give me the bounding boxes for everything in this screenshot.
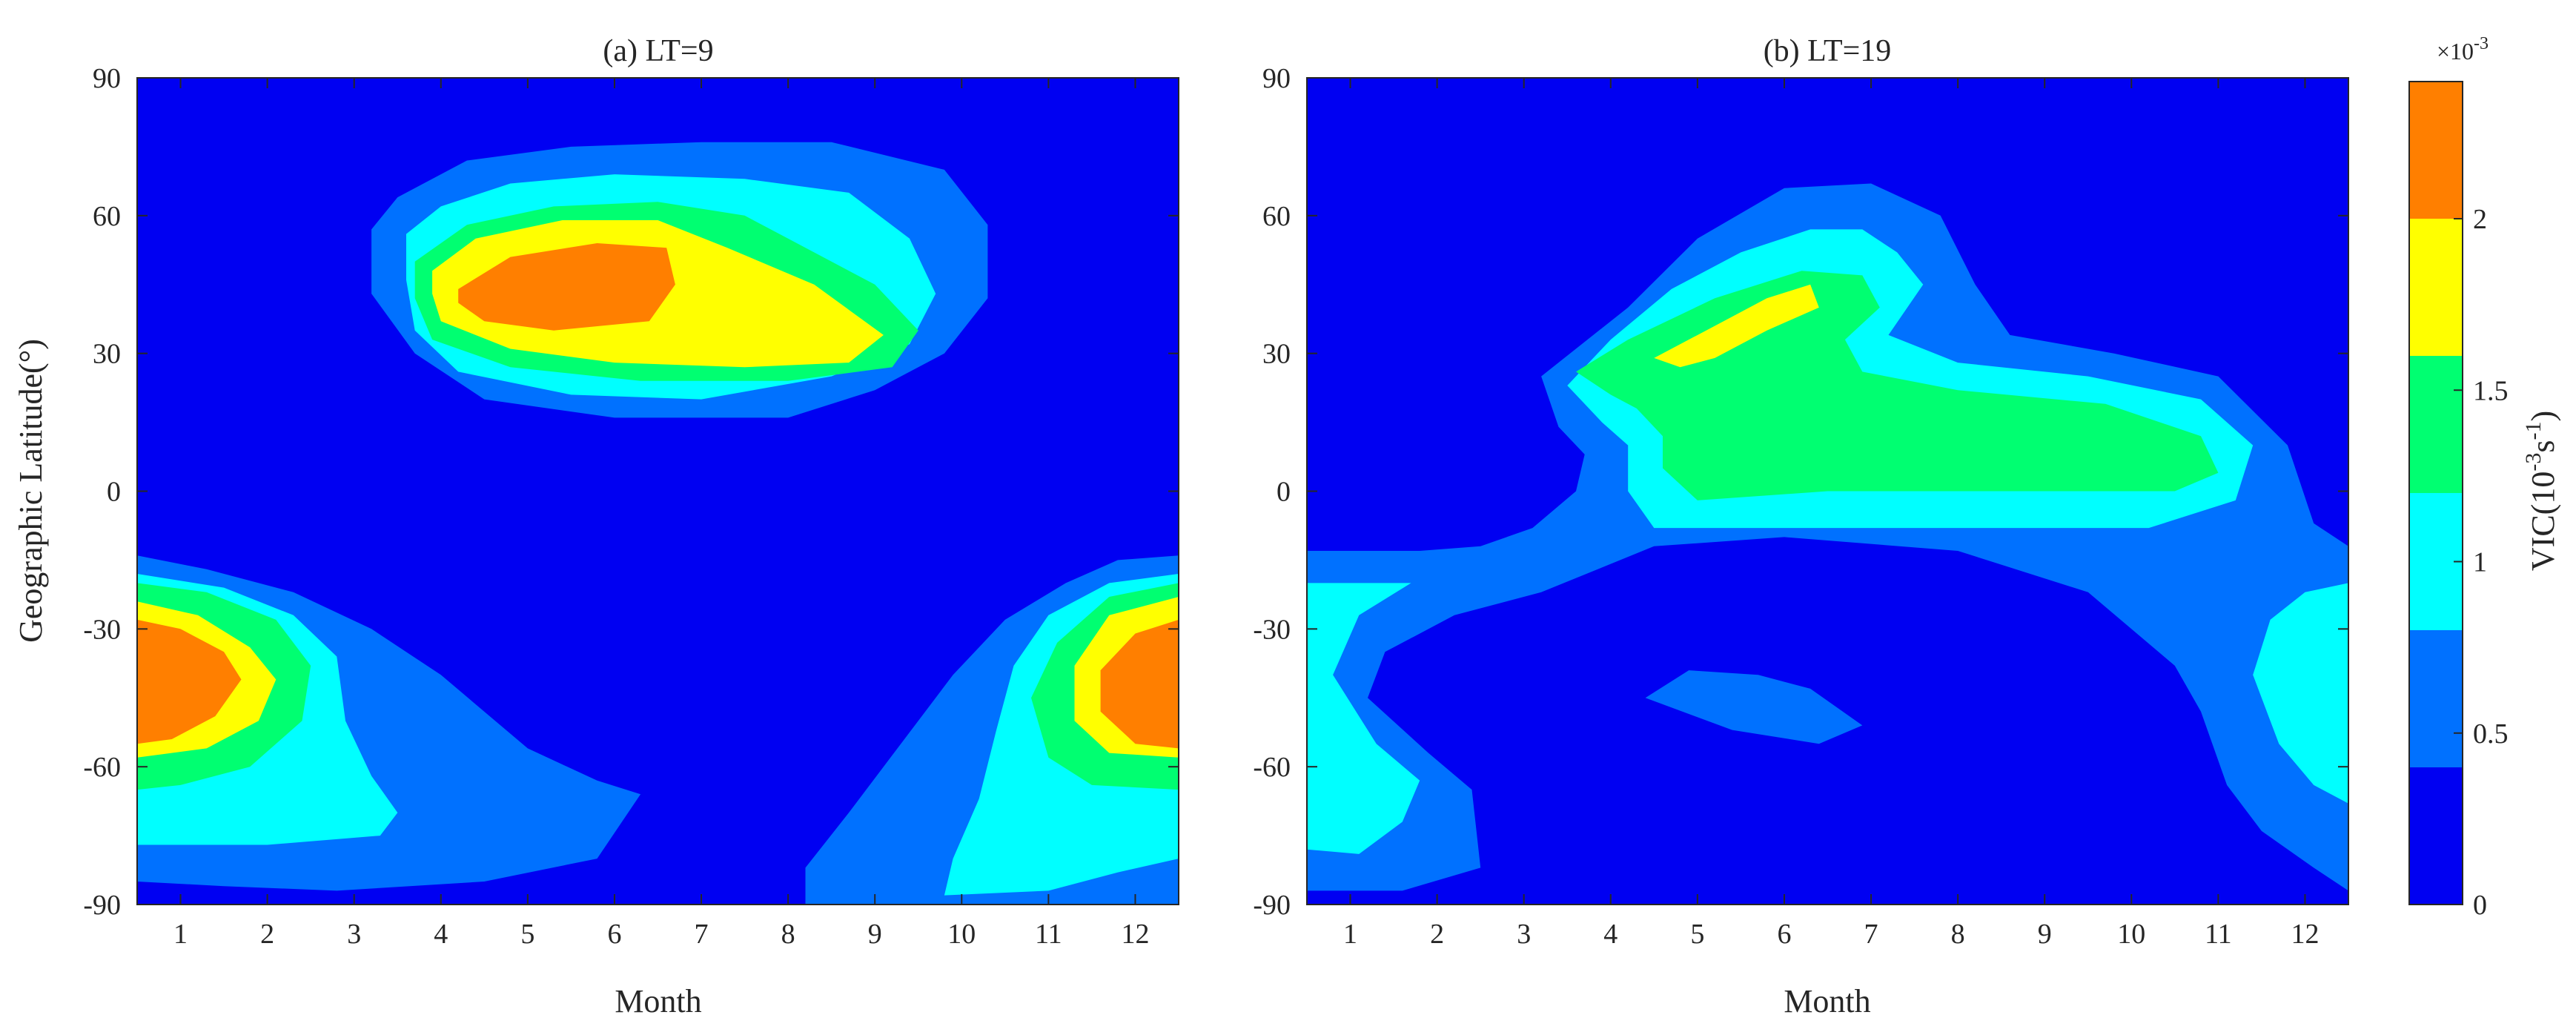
x-tick-label-b-4: 5 <box>1690 919 1704 950</box>
contour-region-b-3 <box>1654 284 1819 368</box>
panel-b-x-ticks: 1 2 3 4 5 6 7 8 9 10 11 12 <box>1343 78 2319 950</box>
contour-region-b-5 <box>2253 583 2348 804</box>
contour-region-b-4 <box>1307 583 1420 854</box>
colorbar: 0 0.5 1 1.5 2 ×10-3 VIC(10-3s-1) <box>2408 34 2561 921</box>
panel-a-y-ticks: 90 60 30 0 -30 -60 -90 <box>83 63 1179 921</box>
y-tick-label-b-6: -90 <box>1253 890 1291 921</box>
contour-region-b-6 <box>1645 670 1863 744</box>
x-tick-label-b-7: 8 <box>1951 919 1965 950</box>
colorbar-frame <box>2408 81 2463 905</box>
y-tick-label-a-4: -30 <box>83 614 121 645</box>
x-tick-label-a-10: 11 <box>1035 919 1062 950</box>
x-tick-label-a-0: 1 <box>173 919 188 950</box>
y-tick-label-a-6: -90 <box>83 890 121 921</box>
x-tick-label-b-11: 12 <box>2291 919 2319 950</box>
y-tick-label-a-2: 30 <box>93 339 121 370</box>
colorbar-segment-4 <box>2409 219 2463 356</box>
x-tick-label-a-9: 10 <box>947 919 976 950</box>
colorbar-segments <box>2409 82 2463 905</box>
x-tick-label-b-6: 7 <box>1864 919 1878 950</box>
y-tick-label-a-3: 0 <box>107 477 121 508</box>
y-tick-label-b-3: 0 <box>1277 477 1291 508</box>
colorbar-segment-0 <box>2409 767 2463 905</box>
colorbar-ticks: 0 0.5 1 1.5 2 <box>2454 204 2509 921</box>
x-tick-label-a-6: 7 <box>695 919 709 950</box>
x-tick-label-a-8: 9 <box>868 919 882 950</box>
x-tick-label-b-9: 10 <box>2117 919 2145 950</box>
contour-region-b-0 <box>1307 183 2348 891</box>
x-tick-label-a-11: 12 <box>1121 919 1149 950</box>
y-tick-label-a-0: 90 <box>93 63 121 94</box>
x-tick-label-a-2: 3 <box>347 919 361 950</box>
colorbar-tick-label-3: 1.5 <box>2473 375 2509 406</box>
colorbar-segment-5 <box>2409 82 2463 219</box>
y-tick-label-b-5: -60 <box>1253 752 1291 783</box>
x-tick-label-b-5: 6 <box>1777 919 1791 950</box>
x-tick-label-a-7: 8 <box>781 919 795 950</box>
x-tick-label-b-0: 1 <box>1343 919 1357 950</box>
y-tick-label-a-1: 60 <box>93 201 121 232</box>
colorbar-multiplier: ×10-3 <box>2437 34 2489 65</box>
y-tick-label-b-1: 60 <box>1262 201 1291 232</box>
y-tick-label-b-0: 90 <box>1262 63 1291 94</box>
x-tick-label-b-3: 4 <box>1603 919 1618 950</box>
x-tick-label-b-10: 11 <box>2205 919 2232 950</box>
panel-a-x-ticks: 1 2 3 4 5 6 7 8 9 10 11 12 <box>173 78 1149 950</box>
x-tick-label-b-2: 3 <box>1517 919 1531 950</box>
colorbar-tick-label-0: 0 <box>2473 890 2487 921</box>
x-tick-label-a-1: 2 <box>260 919 274 950</box>
contour-region-a-4 <box>458 243 675 331</box>
panel-b-contours <box>1307 183 2348 891</box>
y-tick-label-b-2: 30 <box>1262 339 1291 370</box>
panel-b-x-label: Month <box>1784 983 1870 1019</box>
colorbar-segment-3 <box>2409 356 2463 493</box>
contour-region-a-9 <box>137 619 242 744</box>
panel-a-title: (a) LT=9 <box>603 34 713 68</box>
panel-a-contours <box>137 142 1179 905</box>
colorbar-tick-label-4: 2 <box>2473 204 2487 235</box>
panel-a-y-label: Geographic Latitude(°) <box>13 339 49 643</box>
colorbar-label: VIC(10-3s-1) <box>2521 411 2561 571</box>
x-tick-label-a-5: 6 <box>607 919 621 950</box>
panel-b-y-ticks: 90 60 30 0 -30 -60 -90 <box>1253 63 2348 921</box>
y-tick-label-a-5: -60 <box>83 752 121 783</box>
colorbar-tick-label-1: 0.5 <box>2473 718 2509 750</box>
x-tick-label-a-4: 5 <box>520 919 534 950</box>
x-tick-label-b-8: 9 <box>2038 919 2052 950</box>
panel-a-x-label: Month <box>615 983 701 1019</box>
colorbar-segment-1 <box>2409 630 2463 767</box>
panel-a: (a) LT=9 1 2 3 4 5 6 7 8 9 10 11 12 9060300-30-60-9… <box>13 34 1179 1019</box>
panel-b: (b) LT=19 1 2 3 4 5 6 7 8 9 10 11 12 9060300-30-60-… <box>1253 34 2349 1019</box>
panel-b-title: (b) LT=19 <box>1764 34 1892 68</box>
colorbar-tick-label-2: 1 <box>2473 547 2487 578</box>
x-tick-label-b-1: 2 <box>1430 919 1444 950</box>
y-tick-label-b-4: -30 <box>1253 614 1291 645</box>
x-tick-label-a-3: 4 <box>434 919 448 950</box>
contour-region-a-14 <box>1100 619 1179 749</box>
